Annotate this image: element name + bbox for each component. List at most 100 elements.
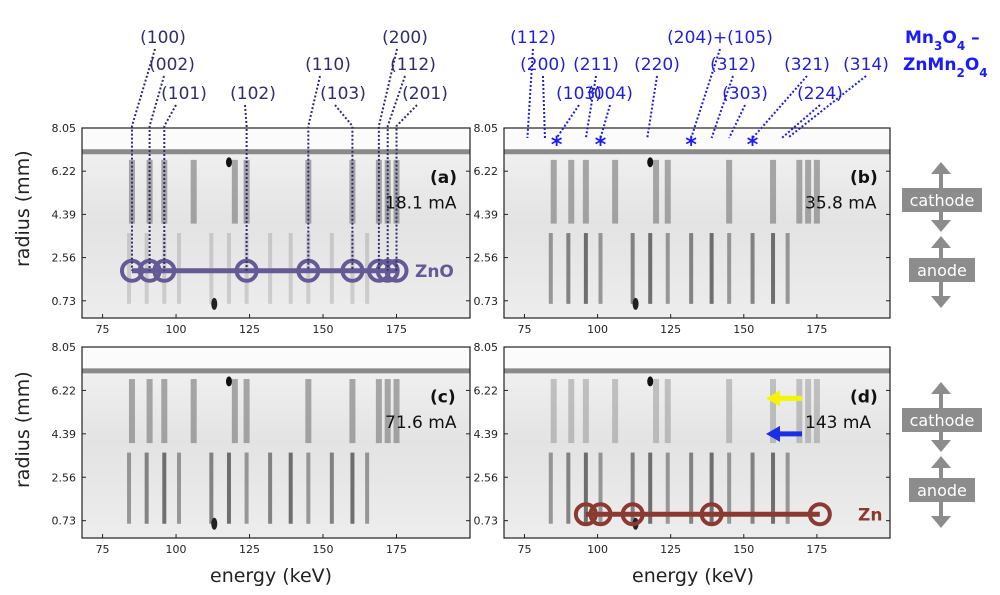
y-tick-label: 0.73: [474, 515, 499, 528]
x-tick-label: 100: [587, 543, 608, 556]
hkl-leader: [244, 104, 248, 271]
x-tick-label: 150: [733, 323, 754, 336]
lower-streak: [566, 452, 571, 524]
lower-streak: [630, 233, 635, 304]
zn-marker: [699, 502, 724, 527]
x-tick-label: 175: [386, 323, 407, 336]
hkl-label: (211): [573, 55, 619, 75]
heatmap-top-region: [504, 347, 890, 370]
hkl-leader: [307, 75, 321, 271]
upper-streak: [805, 159, 812, 224]
hkl-label: (303): [722, 84, 768, 104]
dark-spot: [225, 157, 232, 168]
lower-streak: [329, 452, 334, 524]
upper-streak: [393, 159, 400, 224]
anode-box: [909, 258, 975, 282]
dark-spot: [211, 297, 218, 310]
panel-c: 0.73 2.56 4.39 6.22 8.05 75 100 125 150 175 (c) 71.…: [52, 341, 471, 556]
hkl-label: (204)+(105): [667, 28, 773, 48]
x-tick-label: 175: [806, 543, 827, 556]
zno-marker: [340, 258, 365, 283]
reflection-star: *: [747, 133, 759, 158]
dark-spot: [632, 297, 639, 310]
arrow-up-icon: [931, 456, 951, 468]
x-tick-label: 75: [517, 323, 531, 336]
upper-streak: [796, 159, 803, 224]
y-tick-label: 8.05: [474, 341, 499, 354]
hkl-label: (002): [149, 55, 195, 75]
current-label: 18.1 mA: [385, 193, 457, 213]
upper-streak: [146, 379, 153, 444]
y-tick-label: 6.22: [52, 165, 77, 178]
lower-streak: [709, 233, 714, 304]
sample-edge: [82, 368, 470, 374]
y-tick-label: 6.22: [52, 384, 77, 397]
current-label: 71.6 mA: [385, 413, 457, 433]
hkl-leader: [148, 75, 165, 271]
anode-box: [909, 478, 975, 502]
y-axis-label-top: radius (mm): [12, 150, 34, 267]
x-tick-label: 150: [733, 543, 754, 556]
lower-streak: [548, 452, 553, 524]
lower-streak: [709, 452, 714, 524]
hkl-leader: [334, 104, 354, 271]
lower-streak: [771, 233, 776, 304]
upper-streak: [664, 159, 671, 224]
arrow-up-icon: [931, 162, 951, 174]
plot-frame: [81, 127, 471, 319]
x-tick-label: 125: [239, 543, 260, 556]
y-tick-label: 4.39: [52, 208, 77, 221]
y-tick-label: 6.22: [474, 384, 499, 397]
y-tick-label: 4.39: [474, 428, 499, 441]
hkl-label: (102): [230, 84, 276, 104]
upper-streak: [568, 159, 575, 224]
cathode-box: [902, 408, 982, 432]
heatmap-top-region: [82, 347, 470, 370]
reflection-star: *: [551, 133, 563, 158]
lower-streak: [548, 233, 553, 304]
hkl-leader: [787, 75, 867, 139]
lower-streak: [727, 452, 732, 524]
lower-streak: [306, 452, 311, 524]
upper-streak: [664, 379, 671, 444]
lower-streak: [144, 452, 149, 524]
x-tick-label: 75: [96, 323, 110, 336]
reflection-star: *: [595, 133, 607, 158]
upper-streak: [653, 379, 660, 444]
zno-marker: [152, 258, 177, 283]
lower-streak: [127, 452, 132, 524]
sample-edge: [82, 149, 470, 155]
upper-streak: [231, 159, 238, 224]
lower-streak: [288, 452, 293, 524]
arrow-down-icon: [931, 296, 951, 308]
hkl-label: (200): [520, 55, 566, 75]
y-tick-label: 2.56: [474, 471, 499, 484]
y-tick-label: 0.73: [52, 515, 77, 528]
hkl-label: (004): [587, 84, 633, 104]
lower-streak: [226, 452, 231, 524]
hkl-leader: [395, 104, 418, 271]
x-tick-label: 100: [166, 323, 187, 336]
y-tick-label: 4.39: [52, 428, 77, 441]
cathode-label: cathode: [910, 191, 975, 210]
zno-marker: [137, 258, 162, 283]
hkl-leader: [646, 75, 658, 139]
y-tick-label: 6.22: [474, 165, 499, 178]
lower-streak: [598, 233, 603, 304]
panel-letter: (b): [850, 168, 878, 188]
dark-spot: [647, 157, 654, 168]
y-axis-label-bottom: radius (mm): [12, 371, 34, 488]
lower-streak: [177, 452, 181, 524]
arrow-down-icon: [931, 440, 951, 452]
y-tick-label: 2.56: [52, 252, 77, 265]
heatmap-background: [82, 347, 470, 538]
lower-streak: [785, 452, 790, 524]
panel-d: 0.73 2.56 4.39 6.22 8.05 75 100 125 150 175 (d) 143…: [474, 341, 891, 556]
y-tick-label: 8.05: [474, 122, 499, 135]
hkl-leader: [781, 104, 821, 139]
panel-a: 0.73 2.56 4.39 6.22 8.05 75 100 125 150 175 (a) 18.…: [52, 122, 471, 336]
zno-marker: [234, 258, 259, 283]
heatmap-background: [82, 128, 470, 318]
hkl-label: (314): [843, 55, 889, 75]
arrow-down-icon: [931, 516, 951, 528]
